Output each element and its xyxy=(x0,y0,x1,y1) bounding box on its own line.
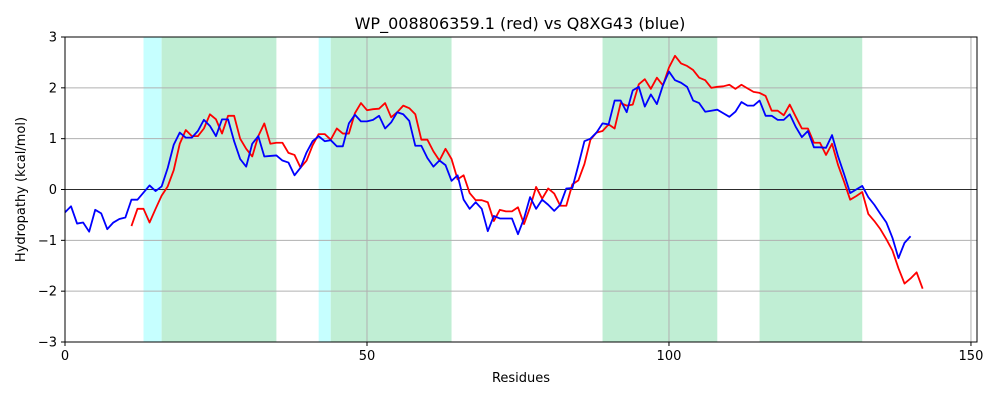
y-tick-label: 3 xyxy=(49,31,57,46)
y-tick-label: 0 xyxy=(49,183,57,198)
x-tick-label: 150 xyxy=(959,349,984,364)
x-tick-label: 100 xyxy=(657,349,682,364)
y-tick-label: −2 xyxy=(38,285,57,300)
chart-title: WP_008806359.1 (red) vs Q8XG43 (blue) xyxy=(355,14,686,34)
y-tick-label: 2 xyxy=(49,81,57,96)
y-tick-label: −1 xyxy=(38,234,57,249)
y-tick-label: 1 xyxy=(49,132,57,147)
series-line-0 xyxy=(130,54,924,289)
series-line-1 xyxy=(64,70,912,260)
x-axis-title: Residues xyxy=(492,371,550,386)
x-tick-label: 50 xyxy=(359,349,376,364)
y-tick-label: −3 xyxy=(38,336,57,351)
x-tick-label: 0 xyxy=(61,349,69,364)
series-lines xyxy=(64,54,924,289)
y-axis-title: Hydropathy (kcal/mol) xyxy=(14,117,29,262)
axis-ticks: 0 50 100 150 −3 −2 −1 0 1 2 3 xyxy=(38,31,984,365)
